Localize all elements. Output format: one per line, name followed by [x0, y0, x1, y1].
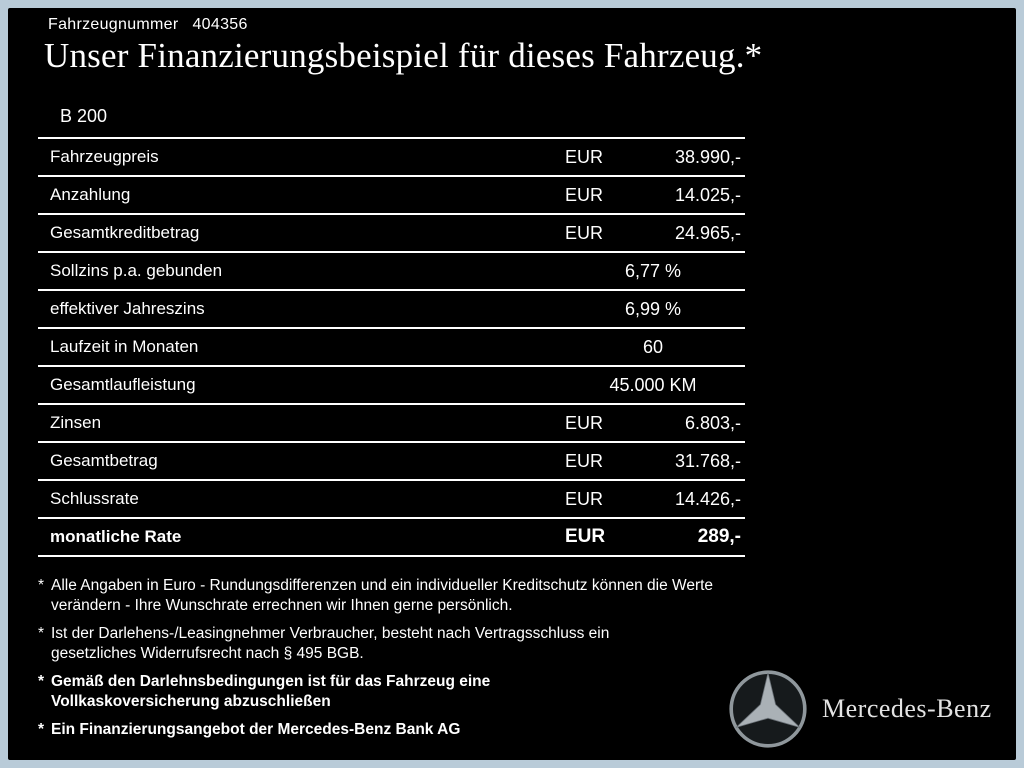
footnote-text: Ein Finanzierungsangebot der Mercedes-Be…	[51, 720, 461, 738]
row-label: Zinsen	[50, 413, 102, 432]
table-row: Sollzins p.a. gebunden 6,77 %	[38, 253, 745, 291]
row-value: EUR 289,-	[565, 526, 745, 548]
row-value: 60	[642, 336, 664, 357]
row-label: Gesamtbetrag	[50, 451, 158, 470]
footnote-marker: *	[38, 577, 45, 594]
table-row: Fahrzeugpreis EUR 38.990,-	[38, 139, 745, 177]
row-value: EUR 14.025,-	[565, 185, 745, 206]
brand-logo: Mercedes-Benz	[728, 666, 1008, 752]
amount: 6.803,-	[684, 412, 741, 433]
footnote-text: Gemäß den Darlehnsbedingungen ist für da…	[51, 672, 491, 711]
table-row: Gesamtbetrag EUR 31.768,-	[38, 443, 745, 481]
row-label: Laufzeit in Monaten	[50, 337, 199, 356]
table-row: Zinsen EUR 6.803,-	[38, 405, 745, 443]
table-row: Laufzeit in Monaten 60	[38, 329, 745, 367]
sheet-content: Fahrzeugnummer 404356 Unser Finanzierung…	[8, 8, 1016, 760]
currency-code: EUR	[565, 488, 604, 509]
row-value: EUR 6.803,-	[565, 413, 745, 434]
currency-code: EUR	[565, 526, 606, 547]
table-row: effektiver Jahreszins 6,99 %	[38, 291, 745, 329]
row-label: Fahrzeugpreis	[50, 147, 159, 166]
amount: 31.768,-	[674, 450, 741, 471]
vehicle-number: Fahrzeugnummer 404356	[48, 16, 248, 34]
currency-code: EUR	[565, 412, 604, 433]
row-label: Gesamtkreditbetrag	[50, 223, 200, 242]
amount: 14.025,-	[674, 184, 741, 205]
footnote-text: Alle Angaben in Euro - Rundungsdifferenz…	[51, 577, 714, 615]
row-label: effektiver Jahreszins	[50, 299, 205, 318]
row-value: EUR 24.965,-	[565, 223, 745, 244]
table-row: Anzahlung EUR 14.025,-	[38, 177, 745, 215]
row-label: Gesamtlaufleistung	[50, 375, 196, 394]
page-title: Unser Finanzierungsbeispiel für dieses F…	[44, 36, 763, 75]
currency-code: EUR	[565, 222, 604, 243]
amount: 38.990,-	[674, 146, 741, 167]
footnote-marker: *	[38, 624, 45, 642]
vehicle-number-label: Fahrzeugnummer	[48, 16, 179, 33]
row-value: 45.000 KM	[609, 374, 697, 395]
amount: 289,-	[697, 526, 741, 547]
footnote-text: Ist der Darlehens-/Leasingnehmer Verbrau…	[51, 624, 610, 663]
table-row: Gesamtlaufleistung 45.000 KM	[38, 367, 745, 405]
footnote-marker: *	[38, 672, 45, 690]
footnote: * Ist der Darlehens-/Leasingnehmer Verbra…	[38, 624, 748, 665]
footnotes: * Alle Angaben in Euro - Rundungsdifferen…	[38, 576, 748, 747]
row-label: Schlussrate	[50, 489, 139, 508]
currency-code: EUR	[565, 450, 604, 471]
footnote-marker: *	[38, 720, 45, 738]
vehicle-number-value: 404356	[192, 16, 248, 33]
finance-table: Fahrzeugpreis EUR 38.990,- Anzahlung EUR 14.0…	[38, 137, 745, 557]
footnote: * Gemäß den Darlehnsbedingungen ist für d…	[38, 672, 748, 713]
currency-code: EUR	[565, 184, 604, 205]
table-row: Schlussrate EUR 14.426,-	[38, 481, 745, 519]
currency-code: EUR	[565, 146, 604, 167]
row-label: Sollzins p.a. gebunden	[50, 261, 223, 280]
table-row: monatliche Rate EUR 289,-	[38, 519, 745, 557]
row-value: EUR 31.768,-	[565, 451, 745, 472]
brand-name: Mercedes-Benz	[822, 694, 992, 723]
footnote: * Ein Finanzierungsangebot der Mercedes-B…	[38, 720, 748, 740]
row-value: 6,99 %	[624, 298, 682, 319]
row-label: Anzahlung	[50, 185, 131, 204]
row-value: 6,77 %	[624, 260, 682, 281]
amount: 14.426,-	[674, 488, 741, 509]
amount: 24.965,-	[674, 222, 741, 243]
table-row: Gesamtkreditbetrag EUR 24.965,-	[38, 215, 745, 253]
row-label: monatliche Rate	[50, 527, 182, 546]
row-value: EUR 14.426,-	[565, 489, 745, 510]
mercedes-star-icon	[729, 670, 807, 748]
footnote: * Alle Angaben in Euro - Rundungsdifferen…	[38, 576, 748, 617]
row-value: EUR 38.990,-	[565, 147, 745, 168]
model-name: B 200	[60, 106, 108, 126]
